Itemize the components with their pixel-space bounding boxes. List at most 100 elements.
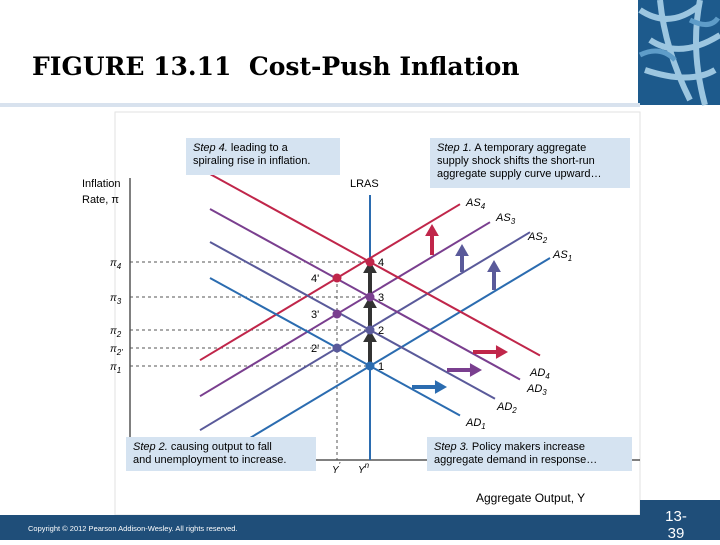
equilibrium-point [365, 257, 375, 267]
ad-curve [209, 241, 496, 400]
y-tick-label-index: 1 [117, 366, 121, 375]
arrow-head [487, 260, 501, 273]
curve-label: AS4 [465, 197, 486, 211]
equilibrium-point [332, 309, 342, 319]
arrow-head [425, 224, 439, 237]
ad-curve [209, 208, 521, 381]
curve-label: AD3 [526, 383, 547, 397]
step-text: aggregate supply curve upward… [437, 168, 601, 180]
step-box [126, 437, 316, 471]
curve-label: AS2 [527, 231, 548, 245]
y-tick-label-symbol: π [110, 344, 117, 355]
step-text: Step 2. causing output to fall [133, 441, 272, 453]
curve-label-index: 4 [545, 372, 550, 381]
step-line: aggregate supply curve upward… [437, 168, 601, 180]
as-curve [199, 203, 461, 362]
y-tick-label-symbol: π [110, 362, 117, 373]
curve-label-symbol: AD [529, 367, 545, 379]
step-box [430, 138, 630, 188]
arrow-head [455, 244, 469, 257]
point-label: 3' [311, 309, 319, 321]
step-text: spiraling rise in inflation. [193, 155, 310, 167]
arrow-head [363, 261, 377, 274]
step-line: A temporary aggregate [474, 142, 586, 154]
slide-number: 39 [668, 525, 685, 540]
y-tick-label: π1 [110, 362, 121, 375]
point-label: 4 [378, 257, 384, 269]
step-line: Policy makers increase [472, 441, 585, 453]
y-tick-label: π2 [110, 326, 122, 339]
step-line: spiraling rise in inflation. [193, 155, 310, 167]
curve-label-symbol: AD [526, 383, 542, 395]
ad-curve [209, 173, 541, 357]
mosaic-decoration [638, 0, 720, 106]
equilibrium-point [332, 273, 342, 283]
y-axis-label: Rate, π [82, 194, 119, 206]
x-tick-label-symbol: Y [358, 465, 366, 476]
step-text: Step 4. leading to a [193, 142, 289, 154]
y-tick-label-index: 4 [117, 262, 122, 271]
curve-label-index: 1 [481, 422, 485, 431]
curve-label-index: 2 [542, 236, 548, 245]
curve-label-index: 3 [511, 217, 516, 226]
curve-label-index: 1 [568, 254, 572, 263]
x-tick-label: Y' [332, 461, 341, 476]
x-tick-label-index: ' [339, 461, 341, 470]
arrow-head [495, 345, 508, 359]
x-tick-label-index: n [365, 461, 370, 470]
y-tick-label-index: 2' [116, 348, 123, 357]
curve-label: AD2 [496, 401, 517, 415]
curve-label-index: 3 [542, 388, 547, 397]
point-label: 2 [378, 325, 384, 337]
point-label: 4' [311, 273, 319, 285]
lras-label: LRAS [350, 178, 379, 190]
slide-number: 13- [665, 508, 687, 525]
step-box [427, 437, 632, 471]
step-line: aggregate demand in response… [434, 454, 597, 466]
point-label: 1 [378, 361, 384, 373]
arrow-head [434, 380, 447, 394]
curve-label: AD4 [529, 367, 550, 381]
curve-label-symbol: AS [465, 197, 481, 209]
step-text: and unemployment to increase. [133, 454, 286, 466]
y-tick-label: π2' [110, 344, 123, 357]
step-lead: Step 1. [437, 142, 472, 154]
step-lead: Step 3. [434, 441, 469, 453]
as-curve [199, 221, 491, 398]
copyright: Copyright © 2012 Pearson Addison-Wesley.… [28, 524, 238, 533]
arrow-head [363, 330, 377, 343]
y-tick-label-index: 3 [117, 297, 122, 306]
footer-bar [0, 515, 720, 540]
x-tick-label-symbol: Y [332, 465, 340, 476]
step-line: supply shock shifts the short-run [437, 155, 595, 167]
slide-title: FIGURE 13.11 Cost-Push Inflation [32, 52, 519, 81]
as-curve [199, 231, 531, 432]
step-text: Step 1. A temporary aggregate [437, 142, 586, 154]
y-tick-label: π3 [110, 293, 122, 306]
curve-label-index: 2 [511, 406, 517, 415]
equilibrium-point [365, 325, 375, 335]
point-label: 2' [311, 343, 319, 355]
title-rule [0, 103, 640, 107]
equilibrium-point [365, 292, 375, 302]
curve-label-symbol: AS [495, 212, 511, 224]
step-line: leading to a [231, 142, 289, 154]
x-tick-label: Yn [358, 461, 370, 476]
curve-label: AD1 [465, 417, 486, 431]
equilibrium-point [365, 361, 375, 371]
equilibrium-point [332, 343, 342, 353]
step-text: aggregate demand in response… [434, 454, 597, 466]
as-curve [199, 257, 551, 469]
step-line: causing output to fall [171, 441, 272, 453]
y-tick-label-symbol: π [110, 326, 117, 337]
y-axis-label: Inflation [82, 178, 121, 190]
curve-label: AS1 [552, 249, 572, 263]
curve-label-symbol: AD [496, 401, 512, 413]
y-tick-label-symbol: π [110, 258, 117, 269]
curve-label-index: 4 [481, 202, 486, 211]
y-tick-label: π4 [110, 258, 122, 271]
point-label: 3 [378, 292, 384, 304]
curve-label-symbol: AS [527, 231, 543, 243]
slide-number-box [640, 500, 720, 540]
